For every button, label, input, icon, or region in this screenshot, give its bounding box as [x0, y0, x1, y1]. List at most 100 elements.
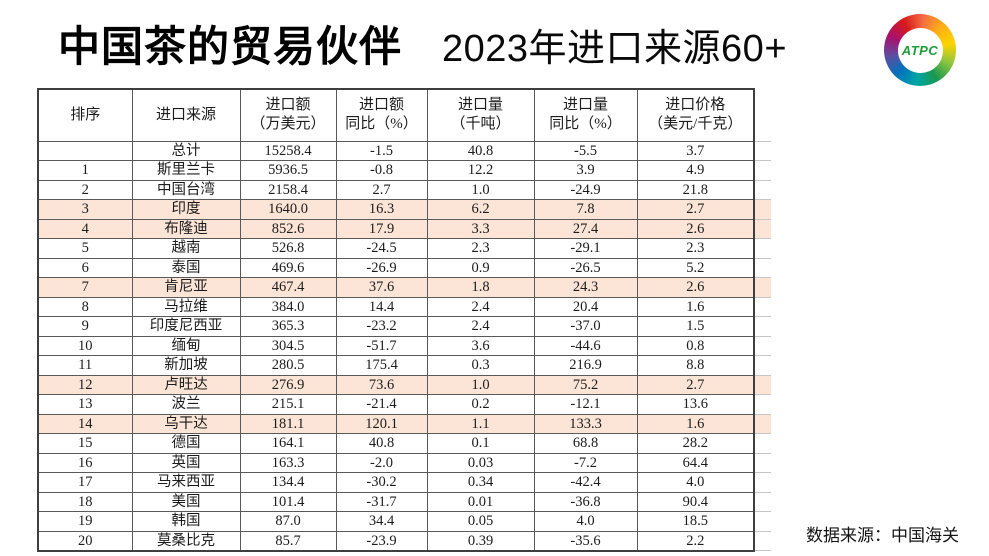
- table-row: 10 缅甸 304.5 -51.7 3.6 -44.6 0.8: [37, 335, 771, 356]
- source-cell: 中国台湾: [131, 179, 241, 200]
- tea-import-table: 排序 进口来源 进口额 （万美元） 进口额 同比（%） 进口量 （千吨） 进口量 同比（…: [37, 88, 771, 552]
- import-volume-cell: 3.6: [426, 335, 535, 356]
- import-value-cell: 181.1: [239, 413, 337, 434]
- source-cell: 马来西亚: [131, 472, 241, 493]
- table-row: 总计 15258.4 -1.5 40.8 -5.5 3.7: [37, 140, 771, 161]
- table-row: 9 印度尼西亚 365.3 -23.2 2.4 -37.0 1.5: [37, 316, 771, 337]
- cropped-column-sliver: [753, 89, 771, 142]
- source-cell: 布隆迪: [131, 218, 241, 239]
- volume-yoy-cell: 24.3: [533, 277, 638, 298]
- cropped-column-sliver: [753, 219, 771, 239]
- data-source-note: 数据来源：中国海关: [806, 526, 959, 545]
- import-value-cell: 467.4: [239, 277, 337, 298]
- import-value-cell: 280.5: [239, 355, 337, 376]
- import-price-cell: 3.7: [636, 140, 755, 161]
- source-cell: 美国: [131, 491, 241, 512]
- cropped-column-sliver: [753, 160, 771, 181]
- value-yoy-cell: 2.7: [335, 179, 428, 200]
- import-value-cell: 215.1: [239, 394, 337, 415]
- import-price-cell: 90.4: [636, 491, 755, 512]
- volume-yoy-cell: -12.1: [533, 394, 638, 415]
- rank-cell: 9: [37, 316, 133, 337]
- import-volume-cell: 1.8: [426, 277, 535, 298]
- source-cell: 乌干达: [131, 413, 241, 434]
- volume-yoy-cell: 133.3: [533, 413, 638, 434]
- value-yoy-cell: 120.1: [335, 413, 428, 434]
- cropped-column-sliver: [753, 375, 771, 395]
- cropped-column-sliver: [753, 531, 771, 551]
- import-price-cell: 21.8: [636, 179, 755, 200]
- import-value-cell: 164.1: [239, 433, 337, 454]
- source-cell: 肯尼亚: [131, 277, 241, 298]
- import-volume-cell: 1.1: [426, 413, 535, 434]
- value-yoy-cell: 40.8: [335, 433, 428, 454]
- table-row: 20 莫桑比克 85.7 -23.9 0.39 -35.6 2.2: [37, 530, 771, 552]
- atpc-logo-text: ATPC: [901, 42, 939, 58]
- import-value-cell: 85.7: [239, 530, 337, 552]
- source-cell: 越南: [131, 238, 241, 259]
- volume-yoy-cell: 75.2: [533, 374, 638, 395]
- volume-yoy-cell: 20.4: [533, 296, 638, 317]
- import-value-cell: 87.0: [239, 511, 337, 532]
- import-value-cell: 163.3: [239, 452, 337, 473]
- value-yoy-cell: -31.7: [335, 491, 428, 512]
- import-volume-cell: 0.05: [426, 511, 535, 532]
- source-cell: 波兰: [131, 394, 241, 415]
- cropped-column-sliver: [753, 336, 771, 356]
- column-header-import-price: 进口价格 （美元/千克）: [636, 88, 755, 142]
- table-header: 排序 进口来源 进口额 （万美元） 进口额 同比（%） 进口量 （千吨） 进口量 同比（…: [37, 88, 771, 142]
- volume-yoy-cell: -36.8: [533, 491, 638, 512]
- import-price-cell: 18.5: [636, 511, 755, 532]
- cropped-column-sliver: [753, 180, 771, 200]
- source-cell: 德国: [131, 433, 241, 454]
- table-row: 13 波兰 215.1 -21.4 0.2 -12.1 13.6: [37, 394, 771, 415]
- cropped-column-sliver: [753, 414, 771, 434]
- cropped-column-sliver: [753, 297, 771, 317]
- rank-cell: 19: [37, 511, 133, 532]
- import-value-cell: 526.8: [239, 238, 337, 259]
- import-volume-cell: 0.03: [426, 452, 535, 473]
- import-volume-cell: 0.9: [426, 257, 535, 278]
- import-value-cell: 852.6: [239, 218, 337, 239]
- source-cell: 印度: [131, 199, 241, 220]
- volume-yoy-cell: -42.4: [533, 472, 638, 493]
- import-price-cell: 1.5: [636, 316, 755, 337]
- import-price-cell: 4.9: [636, 160, 755, 181]
- import-price-cell: 2.2: [636, 530, 755, 552]
- table-body: 总计 15258.4 -1.5 40.8 -5.5 3.7 1 斯里兰卡 593…: [37, 140, 771, 552]
- rank-cell: 6: [37, 257, 133, 278]
- volume-yoy-cell: 3.9: [533, 160, 638, 181]
- import-price-cell: 2.3: [636, 238, 755, 259]
- rank-cell: 15: [37, 433, 133, 454]
- import-price-cell: 2.7: [636, 374, 755, 395]
- import-volume-cell: 0.39: [426, 530, 535, 552]
- volume-yoy-cell: 4.0: [533, 511, 638, 532]
- rank-cell: 20: [37, 530, 133, 552]
- rank-cell: 7: [37, 277, 133, 298]
- import-volume-cell: 2.4: [426, 316, 535, 337]
- value-yoy-cell: -51.7: [335, 335, 428, 356]
- source-cell: 莫桑比克: [131, 530, 241, 552]
- volume-yoy-cell: -7.2: [533, 452, 638, 473]
- volume-yoy-cell: 7.8: [533, 199, 638, 220]
- rank-cell: 17: [37, 472, 133, 493]
- volume-yoy-cell: -37.0: [533, 316, 638, 337]
- table-row: 15 德国 164.1 40.8 0.1 68.8 28.2: [37, 433, 771, 454]
- value-yoy-cell: -24.5: [335, 238, 428, 259]
- table-row: 7 肯尼亚 467.4 37.6 1.8 24.3 2.6: [37, 277, 771, 298]
- source-cell: 马拉维: [131, 296, 241, 317]
- value-yoy-cell: 17.9: [335, 218, 428, 239]
- column-header-volume-yoy: 进口量 同比（%）: [533, 88, 638, 142]
- source-cell: 缅甸: [131, 335, 241, 356]
- value-yoy-cell: -21.4: [335, 394, 428, 415]
- cropped-column-sliver: [753, 511, 771, 532]
- cropped-column-sliver: [753, 394, 771, 415]
- cropped-column-sliver: [753, 472, 771, 493]
- import-volume-cell: 0.2: [426, 394, 535, 415]
- table-row: 18 美国 101.4 -31.7 0.01 -36.8 90.4: [37, 491, 771, 512]
- value-yoy-cell: 34.4: [335, 511, 428, 532]
- page-subtitle: 2023年进口来源60+: [442, 28, 788, 70]
- value-yoy-cell: -23.9: [335, 530, 428, 552]
- value-yoy-cell: -1.5: [335, 140, 428, 161]
- value-yoy-cell: -23.2: [335, 316, 428, 337]
